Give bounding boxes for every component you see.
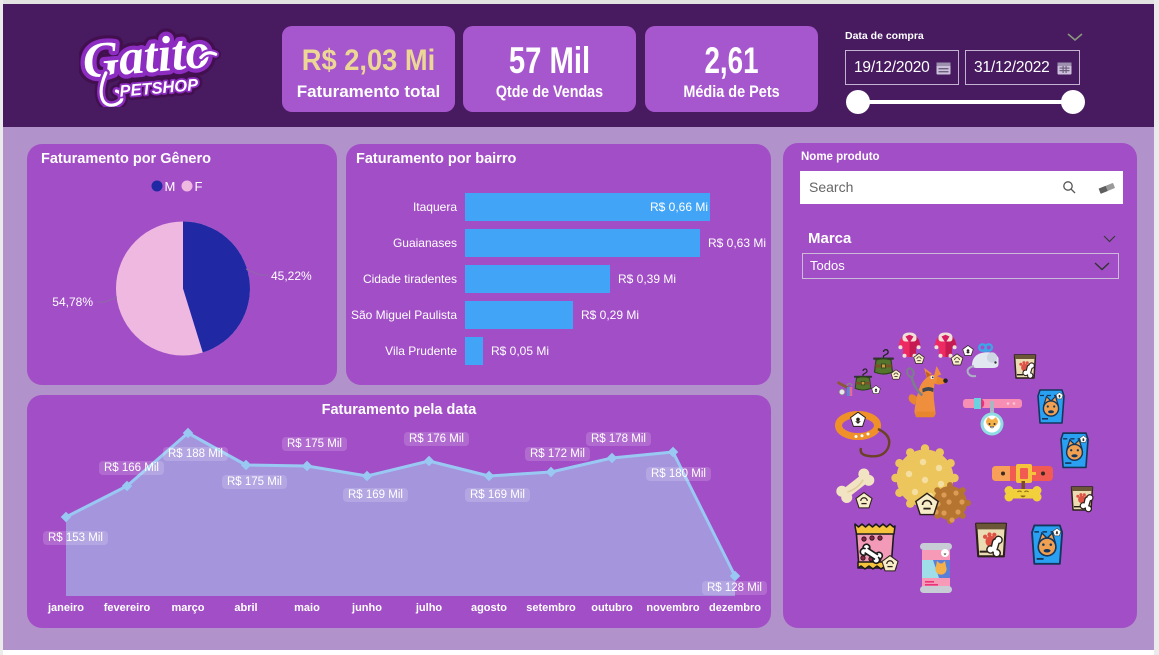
- svg-text:54,78%: 54,78%: [52, 295, 93, 309]
- svg-text:M: M: [165, 179, 176, 194]
- svg-text:45,22%: 45,22%: [271, 269, 312, 283]
- svg-text:F: F: [195, 179, 203, 194]
